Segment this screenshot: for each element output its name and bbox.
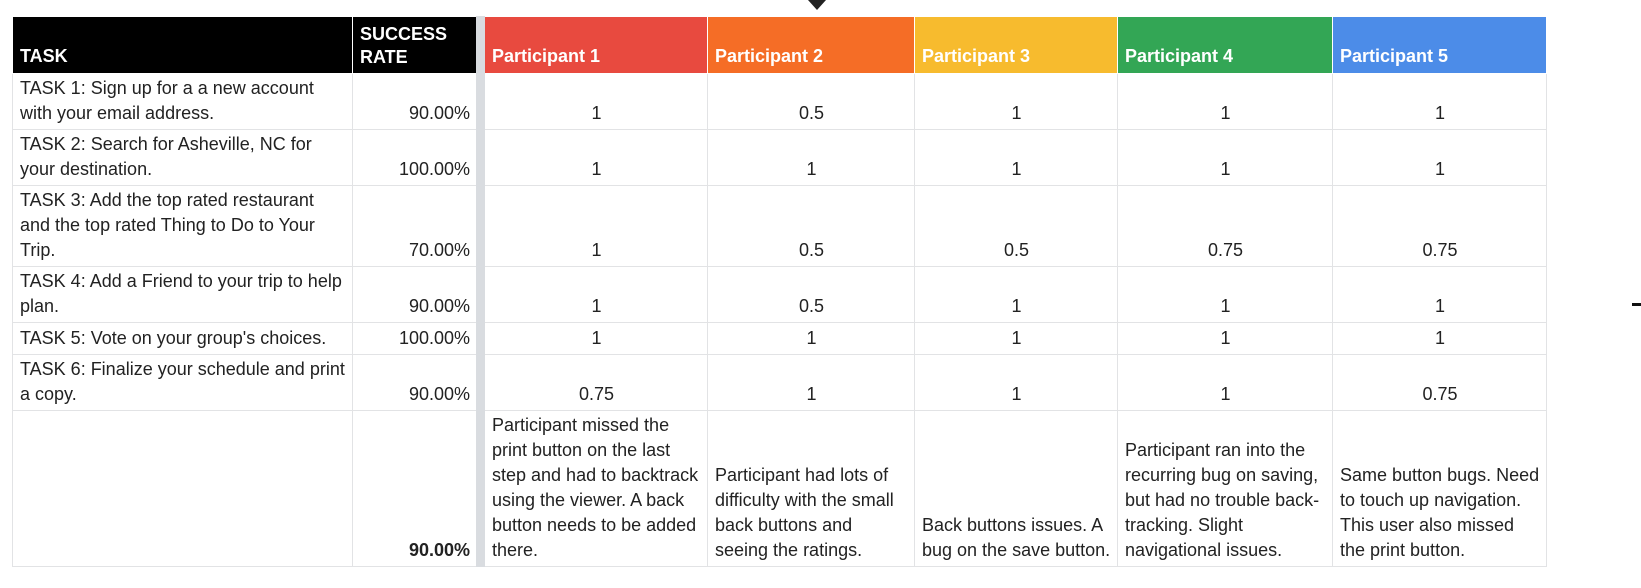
score-cell[interactable]: 0.5: [707, 73, 915, 130]
score-cell[interactable]: 0.75: [1117, 185, 1333, 267]
score-cell[interactable]: 1: [476, 185, 708, 267]
score-cell[interactable]: 1: [914, 129, 1118, 186]
task-cell[interactable]: TASK 2: Search for Asheville, NC for you…: [12, 129, 353, 186]
score-cell[interactable]: 0.5: [914, 185, 1118, 267]
success-rate-cell[interactable]: 70.00%: [352, 185, 481, 267]
score-cell[interactable]: 1: [914, 266, 1118, 323]
table-row: TASK 4: Add a Friend to your trip to hel…: [12, 266, 1547, 323]
summary-row: 90.00% Participant missed the print butt…: [12, 410, 1547, 567]
score-cell[interactable]: 1: [1117, 129, 1333, 186]
participant-note[interactable]: Participant ran into the recurring bug o…: [1117, 410, 1333, 567]
score-cell[interactable]: 0.75: [1332, 185, 1547, 267]
header-task[interactable]: TASK: [12, 16, 353, 74]
header-participant-1[interactable]: Participant 1: [476, 16, 708, 74]
header-row: TASK SUCCESS RATE Participant 1 Particip…: [12, 16, 1547, 74]
score-cell[interactable]: 1: [476, 266, 708, 323]
score-cell[interactable]: 0.5: [707, 266, 915, 323]
table-row: TASK 6: Finalize your schedule and print…: [12, 354, 1547, 411]
table-row: TASK 2: Search for Asheville, NC for you…: [12, 129, 1547, 186]
score-cell[interactable]: 1: [476, 73, 708, 130]
success-rate-cell[interactable]: 90.00%: [352, 73, 481, 130]
score-cell[interactable]: 1: [476, 322, 708, 355]
table-row: TASK 5: Vote on your group's choices. 10…: [12, 322, 1547, 355]
score-cell[interactable]: 1: [1117, 266, 1333, 323]
score-cell[interactable]: 1: [1332, 322, 1547, 355]
success-rate-cell[interactable]: 90.00%: [352, 266, 481, 323]
participant-note[interactable]: Same button bugs. Need to touch up navig…: [1332, 410, 1547, 567]
header-participant-4[interactable]: Participant 4: [1117, 16, 1333, 74]
participant-note[interactable]: Participant missed the print button on t…: [476, 410, 708, 567]
table-row: TASK 3: Add the top rated restaurant and…: [12, 185, 1547, 267]
participant-note[interactable]: Back buttons issues. A bug on the save b…: [914, 410, 1118, 567]
score-cell[interactable]: 1: [1332, 129, 1547, 186]
score-cell[interactable]: 1: [914, 322, 1118, 355]
task-cell[interactable]: TASK 3: Add the top rated restaurant and…: [12, 185, 353, 267]
score-cell[interactable]: 1: [1332, 73, 1547, 130]
participant-note[interactable]: Participant had lots of difficulty with …: [707, 410, 915, 567]
header-participant-5[interactable]: Participant 5: [1332, 16, 1547, 74]
overall-success-rate[interactable]: 90.00%: [352, 410, 481, 567]
score-cell[interactable]: 1: [476, 129, 708, 186]
column-resize-indicator-icon[interactable]: [808, 0, 826, 10]
usability-results-table: TASK SUCCESS RATE Participant 1 Particip…: [12, 16, 1547, 567]
score-cell[interactable]: 1: [707, 354, 915, 411]
empty-task-cell[interactable]: [12, 410, 353, 567]
task-cell[interactable]: TASK 4: Add a Friend to your trip to hel…: [12, 266, 353, 323]
score-cell[interactable]: 0.5: [707, 185, 915, 267]
edge-marker: [1632, 303, 1641, 306]
score-cell[interactable]: 0.75: [1332, 354, 1547, 411]
task-cell[interactable]: TASK 5: Vote on your group's choices.: [12, 322, 353, 355]
score-cell[interactable]: 1: [707, 129, 915, 186]
success-rate-cell[interactable]: 100.00%: [352, 322, 481, 355]
score-cell[interactable]: 1: [914, 73, 1118, 130]
success-rate-cell[interactable]: 90.00%: [352, 354, 481, 411]
header-participant-2[interactable]: Participant 2: [707, 16, 915, 74]
score-cell[interactable]: 1: [1332, 266, 1547, 323]
task-cell[interactable]: TASK 1: Sign up for a a new account with…: [12, 73, 353, 130]
score-cell[interactable]: 0.75: [476, 354, 708, 411]
success-rate-cell[interactable]: 100.00%: [352, 129, 481, 186]
score-cell[interactable]: 1: [914, 354, 1118, 411]
header-participant-3[interactable]: Participant 3: [914, 16, 1118, 74]
score-cell[interactable]: 1: [1117, 354, 1333, 411]
score-cell[interactable]: 1: [1117, 322, 1333, 355]
score-cell[interactable]: 1: [707, 322, 915, 355]
task-cell[interactable]: TASK 6: Finalize your schedule and print…: [12, 354, 353, 411]
table-row: TASK 1: Sign up for a a new account with…: [12, 73, 1547, 130]
score-cell[interactable]: 1: [1117, 73, 1333, 130]
header-success-rate[interactable]: SUCCESS RATE: [352, 16, 481, 74]
